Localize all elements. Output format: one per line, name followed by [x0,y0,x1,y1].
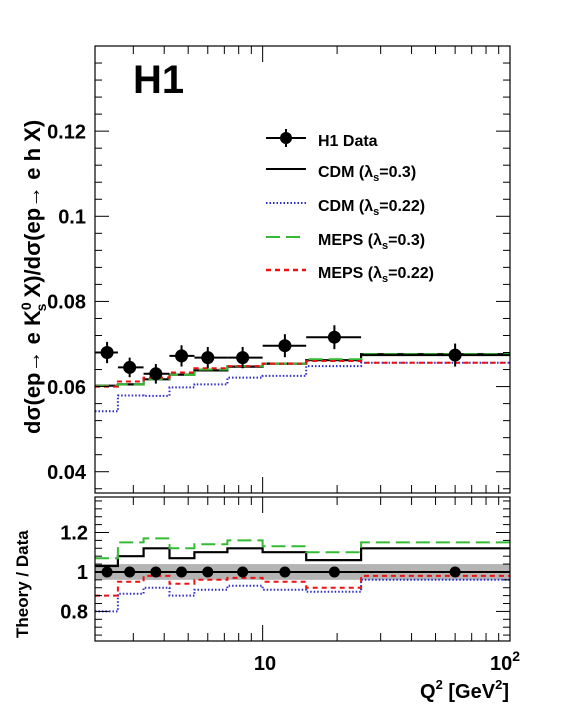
y-tick-label: 0.08 [47,292,86,314]
y-tick-label: 1 [77,562,88,584]
legend-item-cdm-022: CDM (λs=0.22) [266,198,425,218]
legend-label-cdm-03: CDM (λs=0.3) [318,164,416,184]
ratio-point [150,566,162,578]
series-2-histogram [95,353,510,387]
series-2-histogram [95,537,510,560]
data-point [306,325,362,350]
ratio-point [328,566,340,578]
main-panel: 0.04 0.06 0.08 0.1 0.12 H1 dσ(ep→ e K0s X)/d… [18,45,511,494]
ratio-point [176,566,188,578]
y-tick-label: 0.8 [60,602,88,624]
x-axis-label: Q2 [GeV2] [420,677,509,703]
panel-frame [94,45,511,494]
data-point [169,345,195,367]
data-point [361,343,510,367]
ratio-panel: 0.8 1 1.2 Theory / Data [13,496,511,642]
y-tick-label: 0.1 [58,206,86,228]
legend-label-cdm-022: CDM (λs=0.22) [318,198,425,218]
data-point [194,346,228,369]
data-point [227,346,263,369]
legend-label-meps-022: MEPS (λs=0.22) [318,265,434,285]
y-axis-label-main: dσ(ep→ e K0s X)/dσ(ep→ e h X) [18,120,49,434]
legend: H1 Data CDM (λs=0.3) CDM (λs=0.22) MEPS … [266,129,434,285]
y-tick-label: 0.06 [47,377,86,399]
series-3-histogram [95,360,510,388]
ratio-point [279,566,291,578]
legend-item-meps-03: MEPS (λs=0.3) [266,232,425,252]
panel-frame [94,496,511,642]
y-axis-label-ratio: Theory / Data [13,530,32,638]
legend-item-h1-data: H1 Data [266,129,378,150]
ratio-point [124,566,136,578]
y-tick-label: 1.2 [60,523,88,545]
legend-label-meps-03: MEPS (λs=0.3) [318,232,425,252]
ratio-point [202,566,214,578]
main-panel-marks: 0.04 0.06 0.08 0.1 0.12 [47,45,511,494]
series-0-histogram [95,547,510,568]
data-point [117,357,144,378]
series-3-histogram [95,574,510,597]
legend-label-h1-data: H1 Data [318,133,378,150]
x-tick-label-10: 10 [254,653,276,675]
experiment-label: H1 [133,58,184,102]
ratio-point [449,566,461,578]
ratio-point [237,566,249,578]
series-1-histogram [95,361,510,413]
y-tick-label: 0.12 [47,121,86,143]
ratio-panel-marks: 0.8 1 1.2 [60,496,511,642]
data-point [262,334,307,358]
data-point [143,364,170,384]
y-tick-label: 0.04 [47,462,87,484]
legend-item-cdm-03: CDM (λs=0.3) [266,164,416,184]
legend-item-meps-022: MEPS (λs=0.22) [266,265,434,285]
